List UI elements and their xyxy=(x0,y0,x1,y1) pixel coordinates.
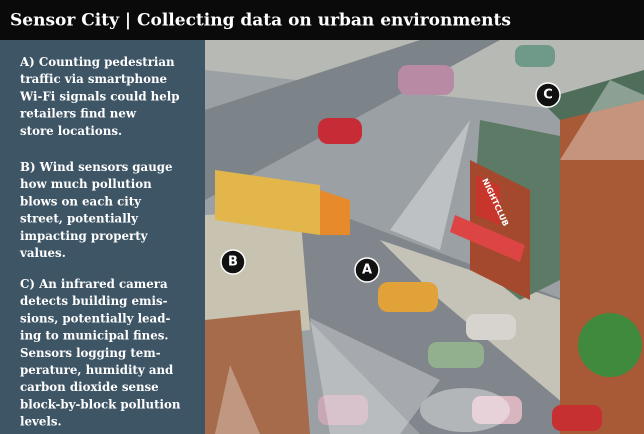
paragraph-line: traffic via smartphone xyxy=(20,72,167,86)
marker xyxy=(535,82,561,108)
paragraph-line: values. xyxy=(19,246,66,260)
paragraph-line: street, potentially xyxy=(20,212,139,226)
title: Sensor City | Collecting data on urban e… xyxy=(10,11,511,31)
paragraph-line: block-by-block pollution xyxy=(20,397,181,411)
building xyxy=(205,310,310,434)
paragraph-line: levels. xyxy=(20,415,62,429)
marker xyxy=(354,257,380,283)
car xyxy=(428,342,484,368)
paragraph-line: sions, potentially lead- xyxy=(20,311,170,325)
marker-label: C xyxy=(543,88,553,103)
light-cone xyxy=(390,120,470,250)
illustration: A B C NIGHTCLUB xyxy=(205,40,644,434)
paragraph-line: C) An infrared camera xyxy=(20,277,168,291)
car xyxy=(398,65,454,95)
car xyxy=(552,405,602,431)
paragraph-line: ing to municipal fines. xyxy=(20,329,169,343)
light-cone xyxy=(310,318,440,434)
car xyxy=(318,118,362,144)
car xyxy=(378,282,438,312)
car xyxy=(466,314,516,340)
paragraphs: A) Counting pedestrian traffic via smartp… xyxy=(19,55,181,429)
tree xyxy=(578,313,642,377)
paragraph-line: carbon dioxide sense xyxy=(20,380,159,394)
awning xyxy=(450,215,525,262)
car xyxy=(515,45,555,67)
paragraph-line: detects building emis- xyxy=(20,294,168,308)
nightclub-sign xyxy=(476,175,500,225)
truck-cab xyxy=(320,190,350,235)
car xyxy=(472,396,522,424)
paragraph-line: perature, humidity and xyxy=(20,363,173,377)
truck xyxy=(215,170,320,235)
paragraph-line: Wi-Fi signals could help xyxy=(19,89,179,103)
paragraph-line: Sensors logging tem- xyxy=(20,346,161,360)
marker-label: A xyxy=(362,263,372,278)
marker xyxy=(220,249,246,275)
text-panel xyxy=(0,40,205,434)
light-cone xyxy=(215,365,260,434)
paragraph-line: blows on each city xyxy=(20,194,142,208)
paragraph-line: how much pollution xyxy=(20,177,152,191)
paragraph-line: retailers find new xyxy=(20,107,137,121)
title-bar xyxy=(0,0,644,40)
marker-label: B xyxy=(228,255,238,270)
paragraph-line: impacting property xyxy=(20,229,149,243)
paragraph-line: store locations. xyxy=(20,124,122,138)
rooftop xyxy=(205,210,310,340)
paragraph-line: A) Counting pedestrian xyxy=(19,55,175,69)
paragraph-line: B) Wind sensors gauge xyxy=(20,160,173,174)
light-pool xyxy=(420,388,510,432)
car xyxy=(318,395,368,425)
light-cone xyxy=(560,80,644,160)
roof xyxy=(540,70,644,120)
